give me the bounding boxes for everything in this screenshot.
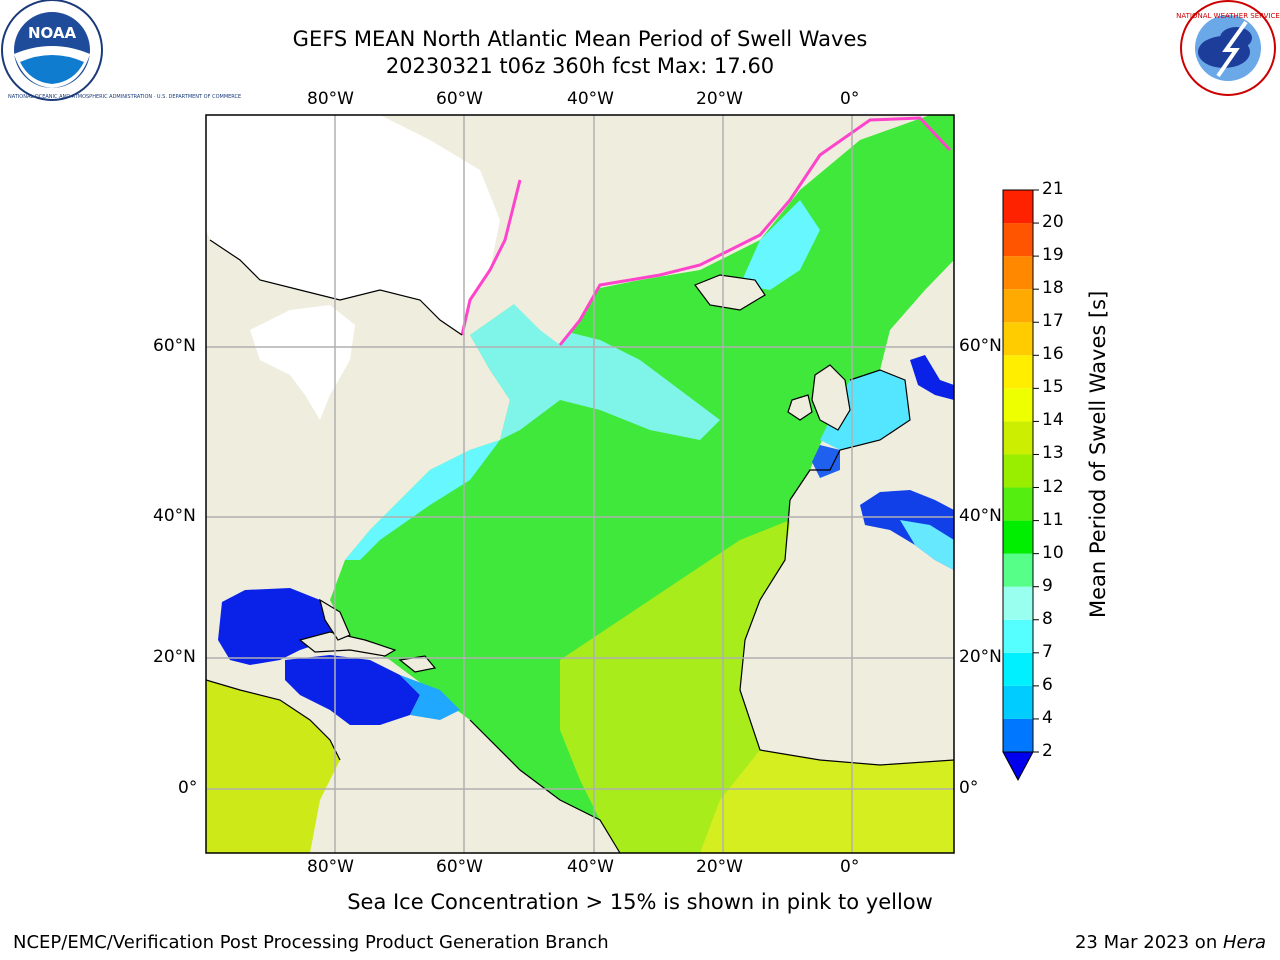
land-ireland (787, 394, 813, 421)
lon-tick-top-80w: 80°W (307, 89, 354, 109)
colorbar-swatch (1003, 487, 1033, 521)
colorbar-swatch (1003, 520, 1033, 554)
sea-ice-edge (460, 116, 952, 346)
map-frame (205, 114, 955, 854)
colorbar-swatch (1003, 421, 1033, 455)
colorbar-swatch (1003, 355, 1033, 389)
lon-tick-top-20w: 20°W (696, 89, 743, 109)
colorbar-swatch (1003, 190, 1033, 224)
colorbar-tick-label: 7 (1042, 641, 1053, 662)
colorbar-tick-label: 16 (1042, 344, 1064, 365)
lon-tick-bottom-40w: 40°W (567, 857, 614, 877)
land-iceland (694, 274, 766, 311)
lat-tick-right-60n: 60°N (959, 336, 1002, 356)
ocean-caribbean-east (400, 675, 460, 720)
colorbar-swatch (1003, 619, 1033, 653)
colorbar-swatch (1003, 652, 1033, 686)
lon-tick-bottom-0: 0° (840, 857, 860, 877)
colorbar-swatch (1003, 718, 1033, 752)
ocean-caribbean (285, 655, 420, 725)
colorbar-tick-label: 6 (1042, 674, 1053, 695)
colorbar-extend-arrow (1002, 751, 1034, 782)
colorbar-tick-label: 17 (1042, 311, 1064, 332)
colorbar-label: Mean Period of Swell Waves [s] (1086, 290, 1110, 618)
colorbar-swatch (1003, 322, 1033, 356)
colorbar-tick-label: 4 (1042, 707, 1053, 728)
lat-tick-right-0: 0° (959, 778, 979, 798)
colorbar-tick-label: 21 (1042, 179, 1064, 199)
colorbar-swatch (1003, 454, 1033, 488)
colorbar-tick-label: 10 (1042, 542, 1064, 563)
colorbar-tick-label: 19 (1042, 245, 1064, 266)
sea-ice-arctic (206, 115, 560, 335)
colorbar-swatch (1003, 553, 1033, 587)
footer-branch: NCEP/EMC/Verification Post Processing Pr… (13, 932, 609, 953)
lat-tick-left-20n: 20°N (153, 647, 196, 667)
colorbar-swatch (1003, 256, 1033, 290)
title-line-1: GEFS MEAN North Atlantic Mean Period of … (292, 27, 868, 51)
colorbar-frame (1002, 189, 1034, 753)
lat-tick-left-40n: 40°N (153, 506, 196, 526)
lat-tick-right-40n: 40°N (959, 506, 1002, 526)
lon-tick-bottom-80w: 80°W (307, 857, 354, 877)
sea-ice-hudson (250, 305, 355, 420)
land-uk (811, 364, 851, 431)
lon-tick-top-0: 0° (840, 89, 860, 109)
colorbar-tick-label: 20 (1042, 212, 1064, 233)
lat-tick-right-20n: 20°N (959, 647, 1002, 667)
ocean-cyan-europe (820, 370, 910, 450)
colorbar-swatch (1003, 388, 1033, 422)
lon-tick-bottom-20w: 20°W (696, 857, 743, 877)
colorbar-tick-label: 9 (1042, 575, 1053, 596)
colorbar-tick-label: 18 (1042, 278, 1064, 299)
colorbar-swatch (1003, 685, 1033, 719)
ocean-baltic (910, 355, 954, 400)
lon-tick-bottom-60w: 60°W (436, 857, 483, 877)
ocean-pacific (206, 680, 340, 853)
colorbar-tick-label: 8 (1042, 608, 1053, 629)
ocean-cyan-gulfstream (345, 440, 500, 560)
colorbar-swatch (1003, 586, 1033, 620)
noaa-ring-text: NATIONAL OCEANIC AND ATMOSPHERIC ADMINIS… (8, 94, 242, 100)
ocean-cyan-east (740, 200, 820, 290)
title-line-2: 20230321 t06z 360h fcst Max: 17.60 (385, 54, 775, 78)
map-gridlines (206, 115, 954, 853)
colorbar-tick-label: 2 (1042, 741, 1053, 761)
lat-tick-left-0: 0° (178, 778, 198, 798)
colorbar-swatch (1003, 223, 1033, 257)
colorbar-tick-label: 12 (1042, 476, 1064, 497)
colorbar-tick-label: 15 (1042, 377, 1064, 398)
lon-tick-top-40w: 40°W (567, 89, 614, 109)
lat-tick-left-60n: 60°N (153, 336, 196, 356)
sea-ice-caption: Sea Ice Concentration > 15% is shown in … (347, 890, 933, 914)
footer-machine: Hera (1222, 932, 1266, 953)
ocean-cyan-north (470, 300, 720, 440)
lon-tick-top-60w: 60°W (436, 89, 483, 109)
land-greenland (380, 115, 740, 345)
ocean-main (330, 115, 954, 853)
ocean-mediterranean-east (900, 520, 954, 570)
footer-date: 23 Mar 2023 on Hera (1075, 932, 1266, 953)
ocean-south-atlantic (700, 750, 954, 853)
colorbar-tick-label: 13 (1042, 443, 1064, 464)
colorbar-tick-label: 11 (1042, 509, 1064, 530)
colorbar-swatch (1003, 289, 1033, 323)
footer-date-text: 23 Mar 2023 on (1074, 932, 1223, 953)
colorbar-tick-label: 14 (1042, 410, 1064, 431)
